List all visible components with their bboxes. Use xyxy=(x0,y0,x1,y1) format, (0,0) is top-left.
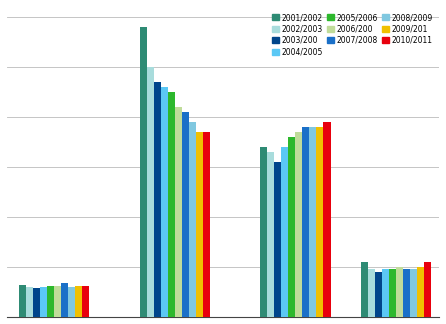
Bar xyxy=(260,147,267,317)
Bar xyxy=(403,269,410,317)
Bar xyxy=(61,283,68,317)
Bar xyxy=(54,286,61,317)
Bar xyxy=(417,267,424,317)
Legend: 2001/2002, 2002/2003, 2003/200, 2004/2005, 2005/2006, 2006/200, 2007/2008, 2008/: 2001/2002, 2002/2003, 2003/200, 2004/200… xyxy=(269,11,435,59)
Bar xyxy=(19,285,26,317)
Bar xyxy=(175,107,182,317)
Bar xyxy=(154,82,161,317)
Bar xyxy=(361,262,368,317)
Bar xyxy=(323,122,330,317)
Bar xyxy=(382,269,389,317)
Bar xyxy=(310,127,317,317)
Bar xyxy=(83,286,89,317)
Bar xyxy=(182,112,189,317)
Bar xyxy=(196,132,203,317)
Bar xyxy=(147,67,154,317)
Bar xyxy=(47,286,54,317)
Bar xyxy=(168,92,175,317)
Bar xyxy=(40,287,47,317)
Bar xyxy=(203,132,210,317)
Bar xyxy=(389,269,396,317)
Bar xyxy=(26,287,33,317)
Bar xyxy=(140,27,147,317)
Bar xyxy=(288,137,295,317)
Bar xyxy=(267,152,274,317)
Bar xyxy=(317,127,323,317)
Bar xyxy=(295,132,302,317)
Bar xyxy=(161,87,168,317)
Bar xyxy=(189,122,196,317)
Bar xyxy=(302,127,310,317)
Bar xyxy=(75,286,83,317)
Bar xyxy=(410,269,417,317)
Bar xyxy=(33,288,40,317)
Bar xyxy=(396,267,403,317)
Bar xyxy=(368,269,375,317)
Bar xyxy=(274,162,281,317)
Bar xyxy=(375,272,382,317)
Bar xyxy=(68,287,75,317)
Bar xyxy=(281,147,288,317)
Bar xyxy=(424,262,431,317)
